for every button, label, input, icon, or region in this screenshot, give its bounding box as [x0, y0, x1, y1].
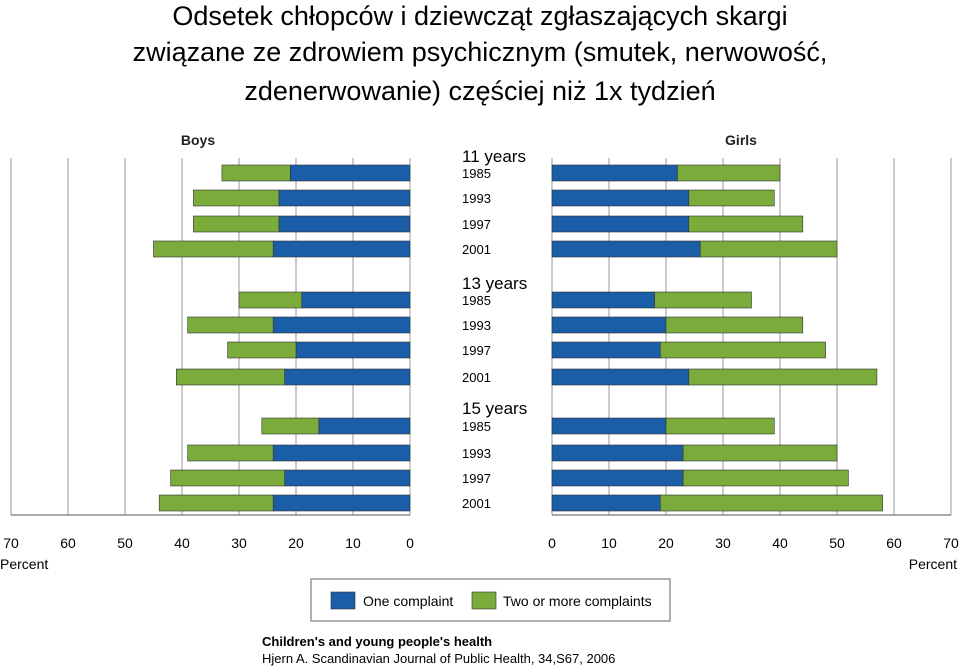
x-tick-label-boys: 60 [60, 535, 76, 551]
bar-boys-two-or-more [238, 291, 303, 309]
bar-boys-two-or-more [158, 494, 274, 512]
bar-boys-one-complaint [284, 368, 411, 386]
chart-area: 0 0 10 10 20 20 30 30 40 40 50 50 60 60 70 70 Percent Per… [0, 132, 959, 622]
bar-boys-two-or-more [193, 215, 280, 233]
legend-label-two-or-more: Two or more complaints [503, 593, 652, 609]
bar-boys-two-or-more [261, 417, 320, 435]
bar-girls-one-complaint [551, 417, 667, 435]
year-label: 2001 [462, 370, 491, 385]
bar-girls-two-or-more [665, 316, 804, 334]
x-axis-label-boys: Percent [0, 556, 48, 572]
year-label: 1993 [462, 446, 491, 461]
legend-swatch-two-or-more [471, 591, 497, 610]
bar-boys-one-complaint [289, 164, 411, 182]
year-label: 1985 [462, 293, 491, 308]
group-label: 11 years [462, 147, 526, 166]
year-label: 1997 [462, 471, 491, 486]
bar-girls-two-or-more [659, 494, 883, 512]
bar-girls-one-complaint [551, 368, 690, 386]
bar-girls-one-complaint [551, 469, 684, 487]
x-tick-label-boys: 40 [174, 535, 190, 551]
group-label: 13 years [462, 274, 527, 293]
source-title: Children's and young people's health [262, 634, 493, 649]
x-tick-label-boys: 70 [3, 535, 19, 551]
bar-boys-one-complaint [272, 494, 411, 512]
x-tick-label-girls: 50 [829, 535, 845, 551]
x-tick-label-girls: 10 [601, 535, 617, 551]
chart-title: Odsetek chłopców i dziewcząt zgłaszający… [0, 0, 960, 120]
panel-title-girls: Girls [725, 132, 757, 148]
bar-girls-two-or-more [665, 417, 775, 435]
bar-girls-one-complaint [551, 494, 661, 512]
title-line-2: związane ze zdrowiem psychicznym (smutek… [132, 37, 828, 67]
bar-girls-one-complaint [551, 164, 678, 182]
bar-girls-two-or-more [654, 291, 752, 309]
bar-girls-two-or-more [682, 469, 849, 487]
bar-boys-two-or-more [193, 189, 280, 207]
bar-girls-one-complaint [551, 316, 667, 334]
bar-girls-one-complaint [551, 189, 690, 207]
legend-label-one-complaint: One complaint [363, 593, 453, 609]
x-tick-label-boys: 50 [117, 535, 133, 551]
group-label: 15 years [462, 399, 527, 418]
year-label: 2001 [462, 496, 491, 511]
year-label: 1993 [462, 191, 491, 206]
x-tick-label-girls: 40 [772, 535, 788, 551]
bar-boys-one-complaint [295, 341, 411, 359]
bar-boys-two-or-more [153, 240, 274, 258]
bar-girls-one-complaint [551, 341, 661, 359]
bar-boys-two-or-more [221, 164, 291, 182]
title-line-3: zdenerwowanie) częściej niż 1x tydzień [244, 76, 716, 106]
source-citation: Hjern A. Scandinavian Journal of Public … [262, 651, 616, 666]
bar-girls-one-complaint [551, 215, 690, 233]
bar-boys-two-or-more [176, 368, 285, 386]
x-tick-label-girls: 70 [943, 535, 959, 551]
panel-title-boys: Boys [181, 132, 215, 148]
bar-girls-two-or-more [688, 189, 775, 207]
x-tick-label-boys: 30 [231, 535, 247, 551]
bar-boys-one-complaint [272, 316, 411, 334]
bar-boys-one-complaint [278, 189, 411, 207]
bar-boys-two-or-more [170, 469, 285, 487]
bar-boys-two-or-more [227, 341, 297, 359]
x-tick-label-boys: 20 [288, 535, 304, 551]
bar-boys-one-complaint [318, 417, 411, 435]
bar-girls-one-complaint [551, 291, 655, 309]
x-tick-label-boys: 10 [345, 535, 361, 551]
bar-boys-two-or-more [187, 316, 274, 334]
bar-boys-one-complaint [278, 215, 411, 233]
bar-boys-one-complaint [301, 291, 411, 309]
year-label: 1993 [462, 318, 491, 333]
bar-boys-two-or-more [187, 444, 274, 462]
bar-boys-one-complaint [272, 240, 411, 258]
x-tick-label-girls: 0 [548, 535, 556, 551]
year-label: 2001 [462, 242, 491, 257]
bar-girls-two-or-more [688, 368, 878, 386]
bar-girls-two-or-more [682, 444, 838, 462]
bar-boys-one-complaint [272, 444, 411, 462]
x-tick-label-girls: 30 [715, 535, 731, 551]
bar-girls-one-complaint [551, 444, 684, 462]
title-line-1: Odsetek chłopców i dziewcząt zgłaszający… [172, 1, 788, 31]
x-axis-label-girls: Percent [909, 556, 957, 572]
x-tick-label-girls: 20 [658, 535, 674, 551]
x-tick-label-boys: 0 [406, 535, 414, 551]
bar-girls-two-or-more [699, 240, 838, 258]
bar-girls-two-or-more [677, 164, 781, 182]
year-label: 1997 [462, 217, 491, 232]
bar-boys-one-complaint [284, 469, 411, 487]
year-label: 1997 [462, 343, 491, 358]
bar-girls-two-or-more [659, 341, 826, 359]
legend-swatch-one-complaint [330, 591, 356, 610]
year-label: 1985 [462, 166, 491, 181]
bar-girls-one-complaint [551, 240, 701, 258]
bar-girls-two-or-more [688, 215, 804, 233]
year-label: 1985 [462, 419, 491, 434]
x-tick-label-girls: 60 [886, 535, 902, 551]
